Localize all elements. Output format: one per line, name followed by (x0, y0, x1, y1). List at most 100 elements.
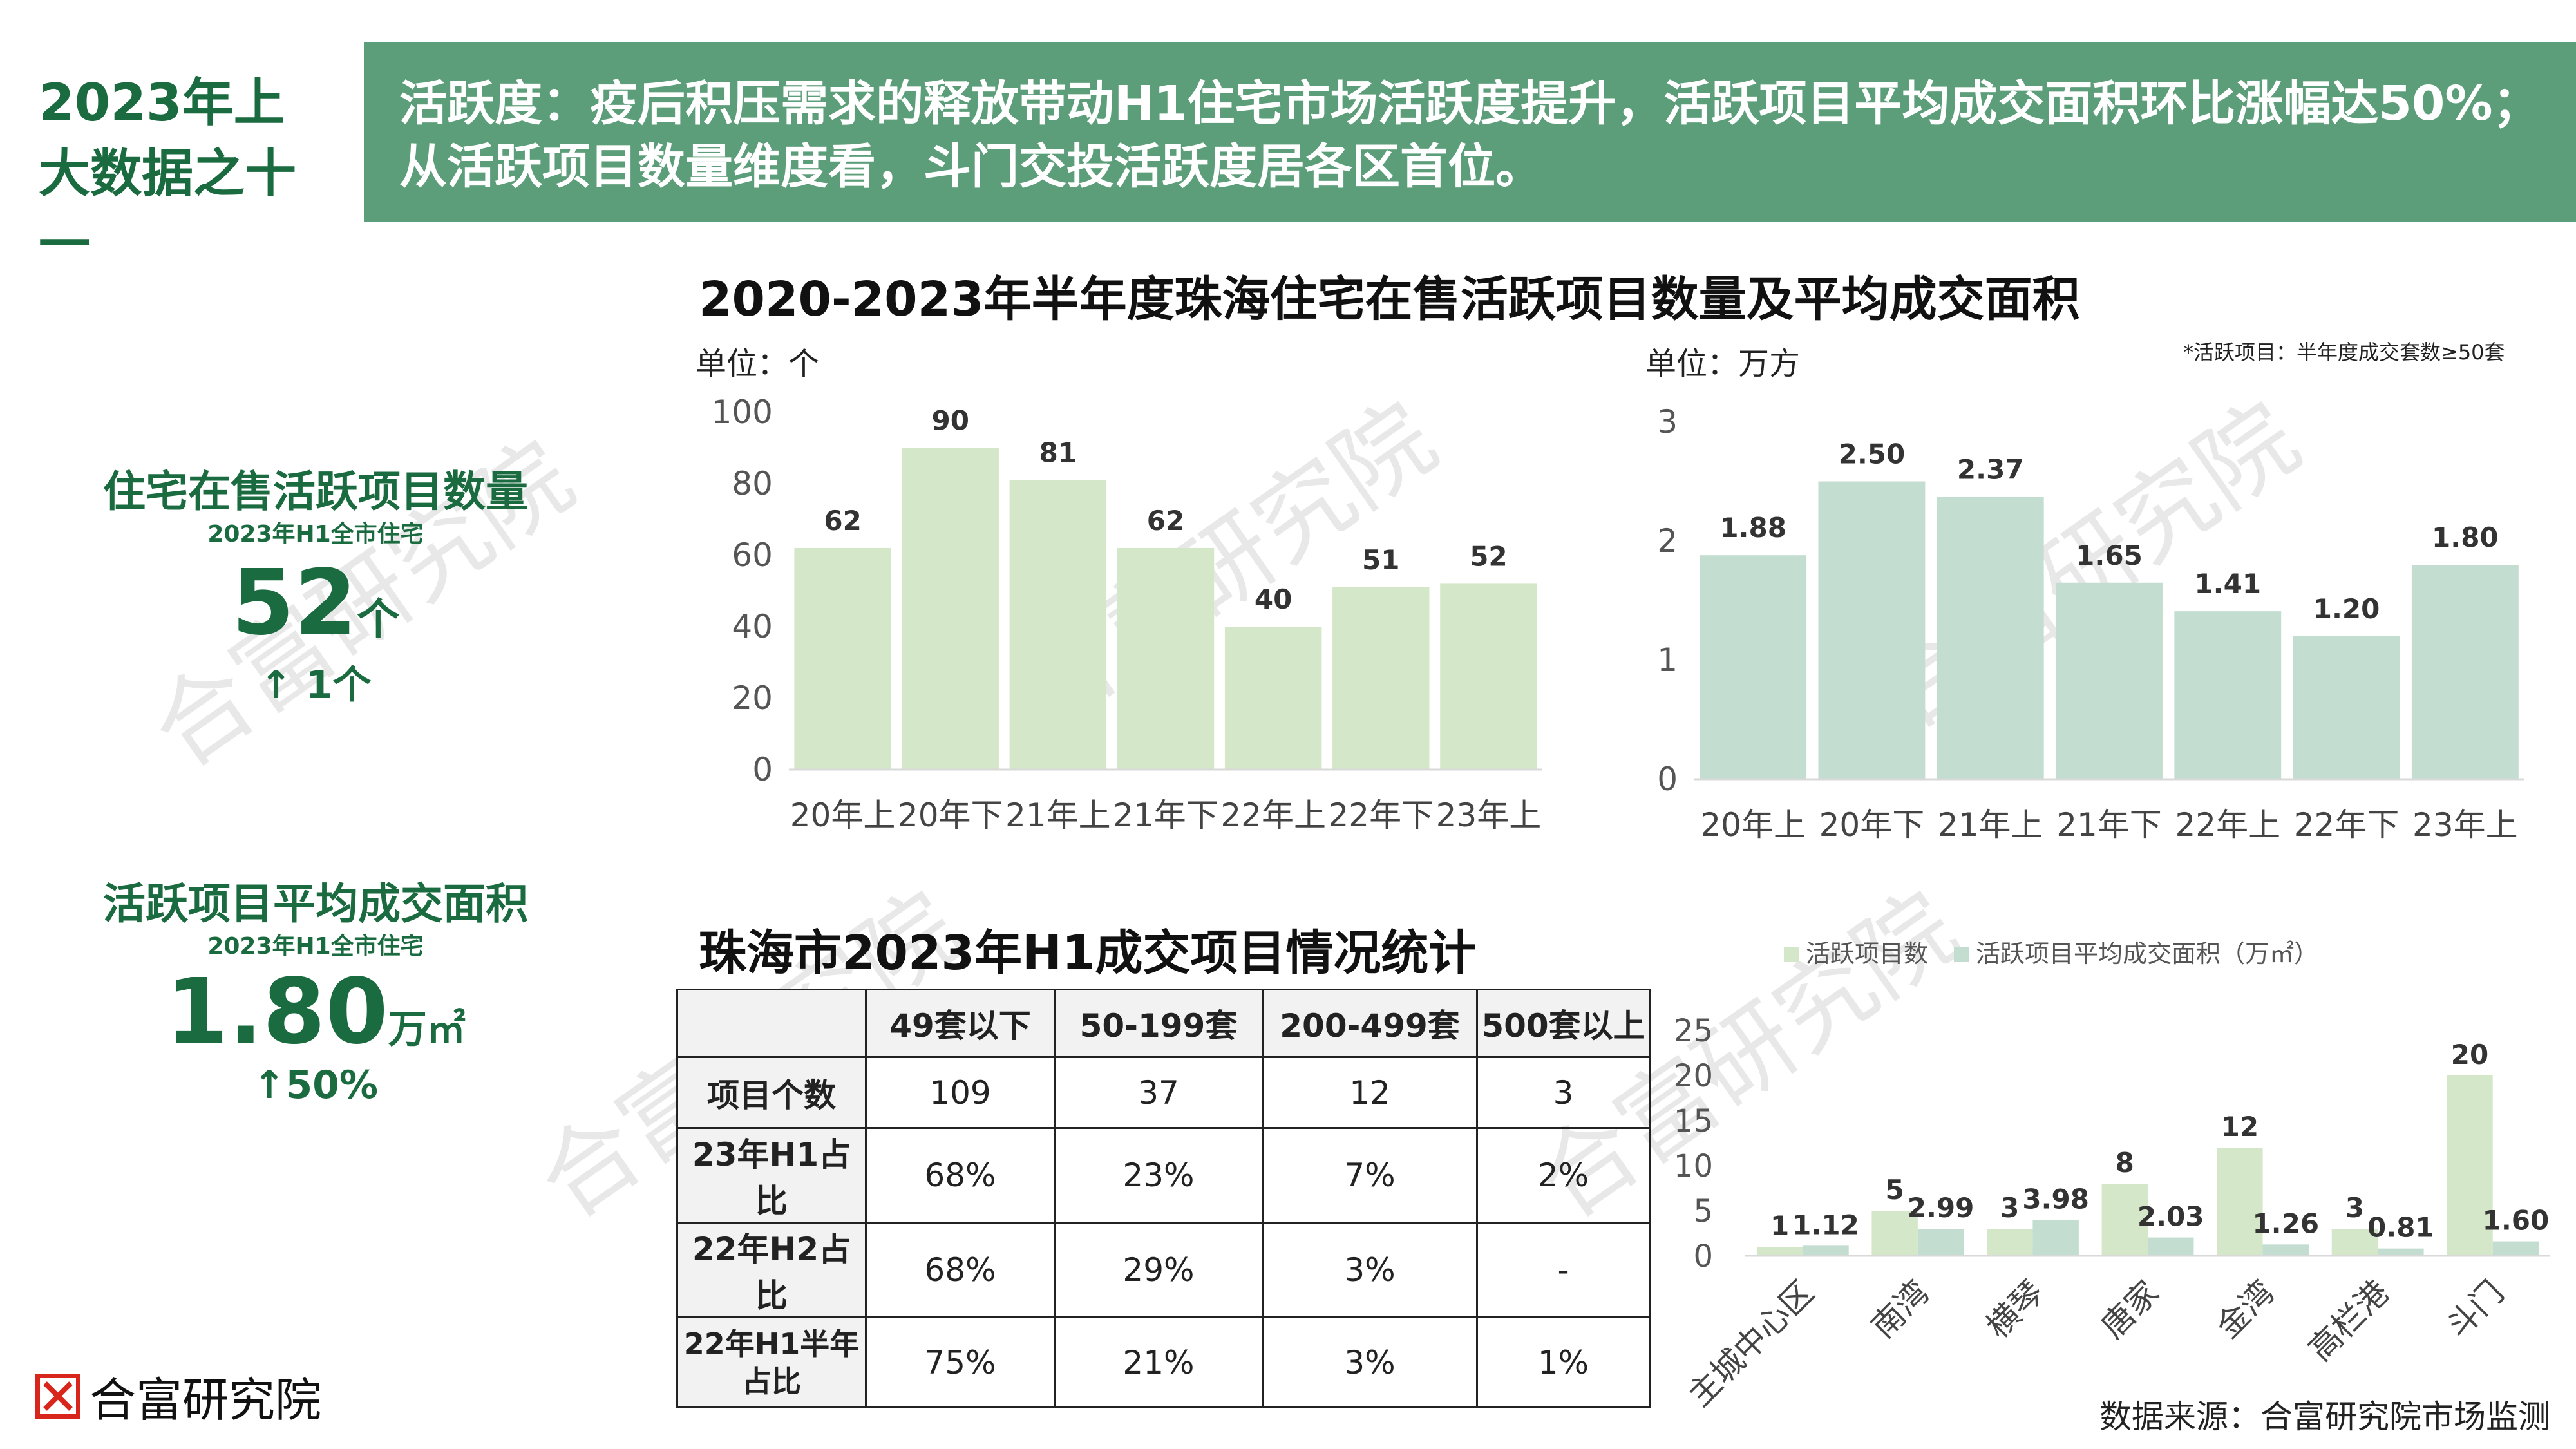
data-label: 1.65 (2076, 540, 2143, 571)
x-tick-label: 22年下 (1328, 797, 1434, 834)
y-tick-label: 80 (732, 465, 773, 502)
data-label: 2.03 (2137, 1201, 2204, 1233)
data-label: 0.81 (2367, 1212, 2434, 1244)
data-label: 52 (1470, 540, 1507, 572)
bar (2411, 565, 2519, 779)
bar (1440, 583, 1537, 770)
bar (1803, 1245, 1849, 1256)
bar (902, 448, 999, 770)
stat-count-change: ↑ 1个 (260, 663, 372, 708)
bar (1818, 481, 1926, 779)
data-label: 3 (2000, 1192, 2019, 1224)
table-cell: 3% (1262, 1316, 1478, 1408)
y-tick-label: 20 (1674, 1058, 1713, 1094)
bar (1117, 547, 1215, 770)
bar (2101, 1184, 2148, 1256)
data-label: 2.37 (1957, 454, 2024, 486)
stat-area-number: 1.80 (166, 960, 388, 1065)
header-label-line2: 大数据之十一 (39, 144, 296, 274)
table-row: 项目个数 109 37 12 3 (676, 1056, 1651, 1129)
data-label: 1 (1770, 1210, 1789, 1242)
table-cell: 12 (1262, 1056, 1478, 1129)
y-tick-label: 3 (1657, 403, 1678, 440)
x-tick-label: 20年上 (1700, 806, 1806, 844)
stats-table: 49套以下 50-199套 200-499套 500套以上 项目个数 109 3… (676, 989, 1651, 1408)
header-label-line1: 2023年上 (39, 73, 285, 133)
legend-label: 活跃项目平均成交面积（万㎡） (1976, 940, 2318, 968)
stat-area-unit: 万㎡ (388, 1007, 466, 1052)
data-label: 8 (2116, 1147, 2134, 1179)
x-tick-label: 金湾 (2209, 1273, 2281, 1345)
x-tick-label: 21年下 (2056, 806, 2162, 844)
bar (2492, 1241, 2539, 1256)
legend-swatch (1954, 947, 1969, 962)
table-header-cell: 50-199套 (1054, 989, 1264, 1058)
table-cell: 21% (1054, 1316, 1264, 1408)
data-label: 1.41 (2194, 568, 2261, 600)
y-tick-label: 2 (1657, 522, 1678, 560)
stat-count-unit: 个 (357, 594, 400, 644)
x-tick-label: 22年下 (2294, 806, 2400, 844)
bar (2056, 582, 2163, 779)
bar (1871, 1211, 1918, 1256)
stat-area-value: 1.80万㎡ (90, 960, 541, 1065)
table-cell: 3% (1262, 1222, 1478, 1318)
table-row-header: 22年H2占比 (676, 1222, 867, 1318)
x-tick-label: 23年上 (1436, 797, 1542, 834)
x-tick-label: 21年上 (1938, 806, 2043, 844)
table-cell: 109 (865, 1056, 1056, 1129)
stat-count-title: 住宅在售活跃项目数量 (103, 467, 528, 516)
x-tick-label: 斗门 (2439, 1273, 2511, 1345)
data-label: 40 (1255, 583, 1292, 615)
data-label: 1.60 (2483, 1205, 2550, 1236)
bar (1917, 1229, 1964, 1256)
y-tick-label: 40 (732, 608, 773, 645)
table-header-cell: 500套以上 (1476, 989, 1651, 1058)
bar (1987, 1229, 2033, 1256)
x-tick-label: 20年下 (1819, 806, 1925, 844)
stat-count-value: 52个 (90, 551, 541, 656)
y-tick-label: 100 (712, 393, 773, 431)
table-header-cell: 49套以下 (865, 989, 1056, 1058)
y-tick-label: 60 (732, 536, 773, 574)
header-text-line2: 从活跃项目数量维度看，斗门交投活跃度居各区首位。 (399, 139, 1543, 194)
stat-area-title: 活跃项目平均成交面积 (103, 879, 528, 929)
table-header-cell: 200-499套 (1262, 989, 1478, 1058)
x-tick-label: 高栏港 (2302, 1273, 2396, 1368)
data-label: 90 (931, 405, 969, 437)
table-row: 23年H1占比 68% 23% 7% 2% (676, 1127, 1651, 1224)
chart-active-projects: 0 20 40 60 80 100 62 20年上 90 20年下 81 21年上 62 21年下 40 22… (712, 393, 1542, 834)
data-label: 1.80 (2432, 522, 2499, 553)
bar (2378, 1248, 2424, 1256)
table-cell: 3 (1476, 1056, 1651, 1129)
bar (2032, 1220, 2079, 1256)
legend-label: 活跃项目数 (1806, 940, 1928, 968)
table-row-header: 项目个数 (676, 1056, 867, 1129)
table-row: 22年H1半年占比 75% 21% 3% 1% (676, 1316, 1651, 1408)
table-cell: - (1476, 1222, 1651, 1318)
data-label: 3.98 (2022, 1183, 2089, 1215)
bar (2174, 611, 2282, 779)
y-tick-label: 10 (1674, 1148, 1713, 1184)
logo: 合富研究院 (35, 1362, 321, 1430)
table-row-header: 23年H1占比 (676, 1127, 867, 1224)
table-cell: 68% (865, 1127, 1056, 1224)
data-label: 62 (1147, 505, 1184, 536)
stat-count-number: 52 (231, 551, 357, 656)
legend-swatch (1784, 947, 1799, 962)
y-tick-label: 0 (752, 751, 773, 788)
table-cell: 29% (1054, 1222, 1264, 1318)
data-label: 1.26 (2252, 1208, 2319, 1239)
data-label: 1.20 (2313, 593, 2380, 625)
data-label: 20 (2451, 1039, 2488, 1070)
chart-district: 0 5 10 15 20 25 活跃项目数 活跃项目平均成交面积（万㎡） 1 1.12 主城中心区 5… (1674, 940, 2550, 1414)
bar (2148, 1237, 2194, 1256)
x-tick-label: 22年上 (1220, 797, 1326, 834)
data-label: 1.88 (1719, 512, 1786, 544)
table-cell: 2% (1476, 1127, 1651, 1224)
y-tick-label: 5 (1693, 1193, 1713, 1229)
table-header-cell (676, 989, 867, 1058)
data-label: 3 (2345, 1192, 2364, 1224)
bar (1756, 1247, 1803, 1256)
chart-avg-area: 0 1 2 3 1.88 20年上 2.50 20年下 2.37 21年上 1.65 21年下 1.41… (1657, 403, 2524, 844)
